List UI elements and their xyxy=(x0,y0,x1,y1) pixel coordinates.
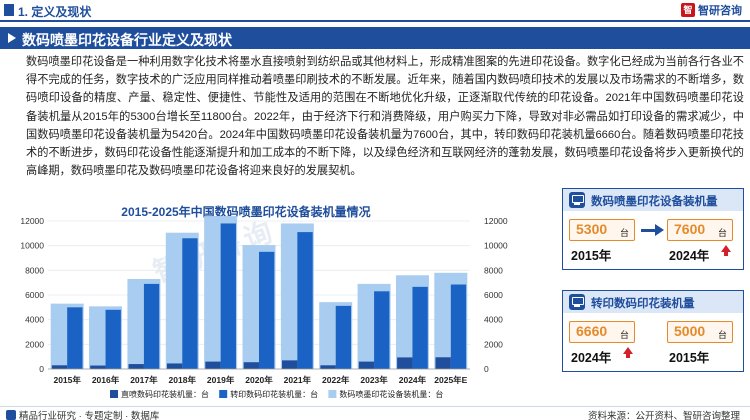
from-value: 5300 xyxy=(576,221,608,237)
x-tick-label: 2021年 xyxy=(284,375,312,385)
y2-tick-label: 8000 xyxy=(484,265,503,275)
title-band: 数码喷墨印花设备行业定义及现状 xyxy=(0,27,750,49)
legend-swatch xyxy=(328,390,337,398)
section-marker xyxy=(4,4,14,16)
right-unit: 台 xyxy=(718,330,728,340)
card-transfer-installs: 转印数码印花装机量 6660 台 5000 台 2024年 2015年 xyxy=(562,290,744,372)
legend-label: 直喷数码印花装机量：台 xyxy=(121,389,209,399)
description-paragraph: 数码喷墨印花设备是一种利用数字化技术将墨水直接喷射到纺织品或其他材料上，形成精准… xyxy=(26,56,744,178)
from-value-box: 5300 台 xyxy=(569,219,635,241)
brand-logo: 智 智研咨询 xyxy=(681,2,742,18)
bar-direct xyxy=(90,365,106,369)
bar-direct xyxy=(243,362,259,369)
card-title: 转印数码印花装机量 xyxy=(591,298,695,310)
x-tick-label: 2015年 xyxy=(53,375,81,385)
bar-transfer xyxy=(182,238,198,369)
footer: 精品行业研究 · 专题定制 · 数据库 资料来源：公开资料、智研咨询整理 xyxy=(0,406,750,420)
to-value: 7600 xyxy=(674,221,706,237)
bar-direct xyxy=(320,365,336,369)
x-tick-label: 2016年 xyxy=(92,375,120,385)
arrow-right-icon xyxy=(655,224,664,236)
bar-transfer xyxy=(67,307,83,369)
legend-swatch xyxy=(110,390,118,398)
y2-tick-label: 12000 xyxy=(484,216,508,226)
y-tick-label: 8000 xyxy=(25,265,44,275)
y2-tick-label: 4000 xyxy=(484,315,503,325)
y2-tick-label: 6000 xyxy=(484,290,503,300)
top-bar: 1. 定义及现状 智 智研咨询 xyxy=(0,0,750,22)
bar-transfer xyxy=(297,232,313,369)
card-total-installs: 数码喷墨印花设备装机量 5300 台 7600 台 2015年 2024年 xyxy=(562,188,744,270)
y2-tick-label: 10000 xyxy=(484,241,508,251)
from-unit: 台 xyxy=(620,228,630,238)
x-tick-label: 2025年E xyxy=(434,375,467,385)
x-tick-label: 2024年 xyxy=(399,375,427,385)
footer-tagline: 精品行业研究 · 专题定制 · 数据库 xyxy=(19,411,160,420)
y2-tick-label: 2000 xyxy=(484,339,503,349)
bar-direct xyxy=(397,357,413,369)
card-header: 数码喷墨印花设备装机量 xyxy=(563,189,743,211)
bar-direct xyxy=(205,361,221,369)
right-value: 5000 xyxy=(674,323,706,339)
brand-icon: 智 xyxy=(681,3,695,17)
x-tick-label: 2022年 xyxy=(322,375,350,385)
x-tick-label: 2020年 xyxy=(245,375,273,385)
y-tick-label: 12000 xyxy=(20,216,44,226)
footer-left: 精品行业研究 · 专题定制 · 数据库 xyxy=(6,408,159,420)
chart-title: 2015-2025年中国数码喷墨印花设备装机量情况 xyxy=(121,205,371,219)
arrow-line xyxy=(641,229,655,232)
y-tick-label: 4000 xyxy=(25,315,44,325)
legend-label: 转印数码印花装机量：台 xyxy=(230,389,318,399)
bar-direct xyxy=(51,365,68,369)
to-year: 2024年 xyxy=(669,249,710,263)
bar-transfer xyxy=(374,291,390,369)
left-unit: 台 xyxy=(620,330,630,340)
bar-direct xyxy=(435,357,451,369)
bar-transfer xyxy=(220,223,236,369)
bar-direct xyxy=(128,364,144,369)
title-arrow-icon xyxy=(8,33,16,43)
x-tick-label: 2017年 xyxy=(130,375,158,385)
printer-icon xyxy=(569,294,585,310)
to-value-box: 7600 台 xyxy=(667,219,733,241)
y-tick-label: 6000 xyxy=(25,290,44,300)
footer-source: 资料来源：公开资料、智研咨询整理 xyxy=(587,411,740,420)
bar-direct xyxy=(166,363,183,369)
x-tick-label: 2018年 xyxy=(169,375,197,385)
card-header: 转印数码印花装机量 xyxy=(563,291,743,313)
y-tick-label: 10000 xyxy=(20,241,44,251)
card-title: 数码喷墨印花设备装机量 xyxy=(591,196,718,208)
brand-name: 智研咨询 xyxy=(698,5,742,17)
legend-label: 数码喷墨印花设备装机量：台 xyxy=(339,389,443,399)
book-icon xyxy=(6,410,16,420)
right-year: 2015年 xyxy=(669,351,710,365)
bar-direct xyxy=(282,360,298,369)
left-year: 2024年 xyxy=(571,351,612,365)
page-title: 数码喷墨印花设备行业定义及现状 xyxy=(22,32,232,48)
from-year: 2015年 xyxy=(571,249,612,263)
bar-transfer xyxy=(259,251,275,369)
bar-transfer xyxy=(450,284,467,369)
left-value-box: 6660 台 xyxy=(569,321,635,343)
bar-transfer xyxy=(335,305,352,369)
bar-transfer xyxy=(412,286,428,369)
up-arrow-icon xyxy=(721,245,731,256)
y2-tick-label: 0 xyxy=(484,364,489,374)
right-value-box: 5000 台 xyxy=(667,321,733,343)
x-tick-label: 2023年 xyxy=(360,375,388,385)
to-unit: 台 xyxy=(718,228,728,238)
section-title: 1. 定义及现状 xyxy=(18,5,92,19)
x-tick-label: 2019年 xyxy=(207,375,235,385)
bar-transfer xyxy=(143,283,160,369)
y-tick-label: 2000 xyxy=(25,339,44,349)
bar-transfer xyxy=(105,309,121,369)
printer-icon xyxy=(569,192,585,208)
up-arrow-icon xyxy=(623,347,633,358)
bar-chart: 0 0 2000 2000 4000 4000 6000 6000 8000 8000 10000 1… xyxy=(20,216,508,399)
bar-direct xyxy=(358,361,375,369)
left-value: 6660 xyxy=(576,323,608,339)
y-tick-label: 0 xyxy=(39,364,44,374)
legend-swatch xyxy=(219,390,228,398)
